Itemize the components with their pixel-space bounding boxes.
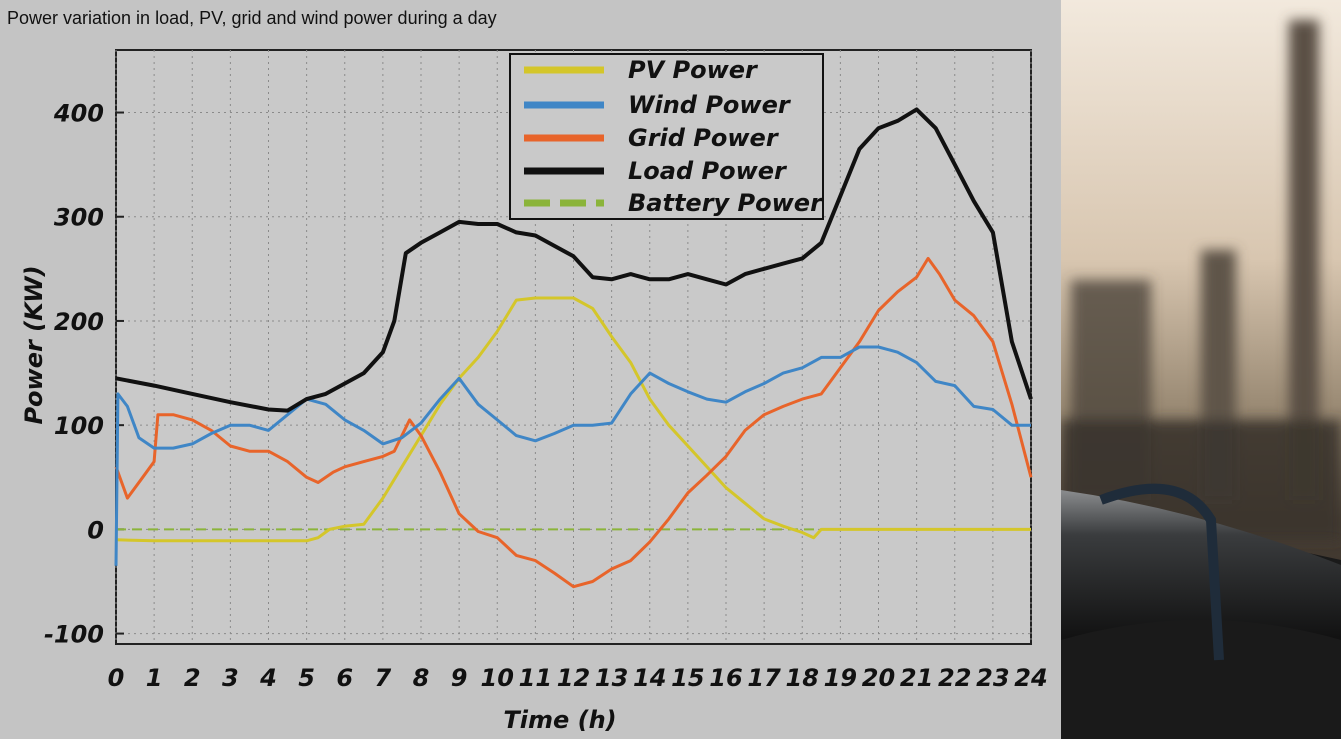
y-tick-label: 0 bbox=[87, 516, 104, 544]
legend-label-load: Load Power bbox=[628, 157, 788, 185]
y-tick-label: -100 bbox=[44, 621, 104, 649]
x-tick-label: 19 bbox=[824, 664, 857, 692]
series-line-grid bbox=[114, 256, 1033, 589]
pipeline-photo bbox=[1061, 0, 1341, 739]
x-tick-label: 3 bbox=[222, 664, 239, 692]
x-tick-label: 12 bbox=[557, 664, 590, 692]
x-tick-label: 9 bbox=[451, 664, 468, 692]
legend: PV Power Wind Power Grid Power Load Power Ba… bbox=[509, 53, 824, 220]
legend-label-pv: PV Power bbox=[628, 56, 759, 84]
y-tick-label: 100 bbox=[54, 412, 104, 440]
x-axis-title: Time (h) bbox=[503, 706, 616, 734]
x-tick-label: 23 bbox=[976, 664, 1009, 692]
series-line-pv bbox=[115, 296, 1031, 543]
y-tick-label: 200 bbox=[54, 308, 104, 336]
x-tick-label: 8 bbox=[413, 664, 430, 692]
pipeline-photo-image bbox=[1061, 0, 1341, 739]
x-tick-label: 5 bbox=[298, 664, 315, 692]
x-tick-label: 13 bbox=[595, 664, 628, 692]
series-line-load bbox=[115, 107, 1033, 413]
x-tick-label: 6 bbox=[336, 664, 353, 692]
x-tick-label: 15 bbox=[671, 664, 704, 692]
legend-label-grid: Grid Power bbox=[628, 124, 780, 152]
x-tick-label: 4 bbox=[259, 664, 277, 692]
x-tick-label: 18 bbox=[786, 664, 819, 692]
y-axis-title: Power (KW) bbox=[20, 265, 48, 424]
page-title: Power variation in load, PV, grid and wi… bbox=[7, 8, 497, 28]
legend-label-battery: Battery Power bbox=[628, 189, 824, 217]
x-tick-label: 2 bbox=[184, 664, 201, 692]
x-tick-label: 24 bbox=[1014, 664, 1047, 692]
x-tick-label: 0 bbox=[108, 664, 125, 692]
x-tick-label: 10 bbox=[481, 664, 514, 692]
y-axis-ticks: -100 0 100 200 300 400 bbox=[44, 100, 124, 649]
x-tick-label: 20 bbox=[862, 664, 895, 692]
y-tick-label: 400 bbox=[53, 100, 104, 128]
x-tick-label: 1 bbox=[146, 664, 163, 692]
x-tick-label: 17 bbox=[747, 664, 781, 692]
x-tick-label: 14 bbox=[633, 664, 666, 692]
y-tick-label: 300 bbox=[54, 204, 104, 232]
series-line-wind bbox=[114, 345, 1031, 566]
x-tick-label: 11 bbox=[519, 664, 552, 692]
series-layer bbox=[114, 107, 1033, 589]
x-tick-label: 22 bbox=[938, 664, 971, 692]
legend-label-wind: Wind Power bbox=[628, 91, 792, 119]
x-tick-label: 16 bbox=[709, 664, 742, 692]
x-tick-label: 21 bbox=[900, 664, 933, 692]
x-axis-ticks: 0 1 2 3 4 5 6 7 8 9 10 11 12 13 14 15 16 17 18 19 20 21 22 23 24 bbox=[108, 664, 1048, 692]
x-tick-label: 7 bbox=[375, 664, 392, 692]
